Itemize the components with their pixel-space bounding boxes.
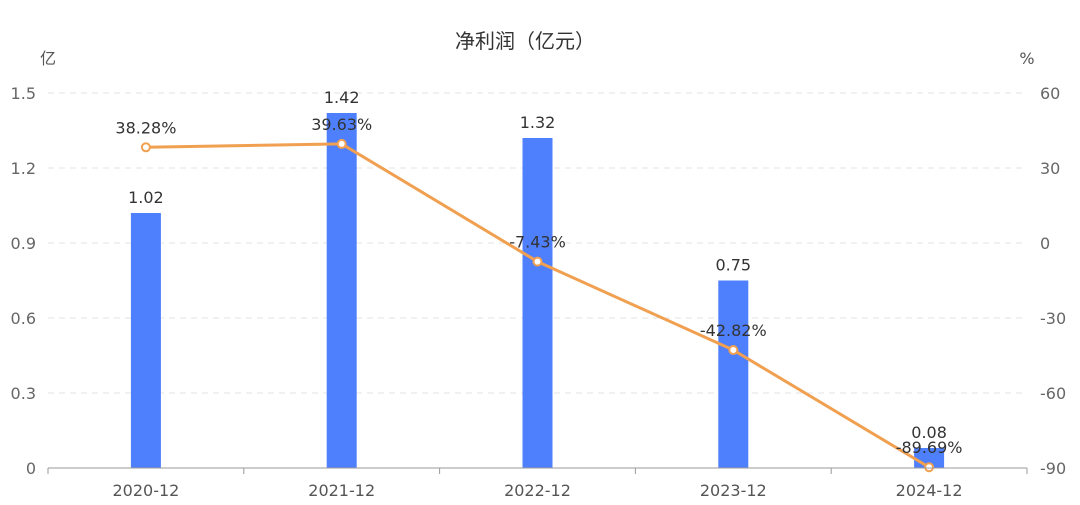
right-tick-label: 30 bbox=[1040, 159, 1060, 178]
right-tick-label: 60 bbox=[1040, 84, 1060, 103]
right-tick-label: 0 bbox=[1040, 234, 1050, 253]
line-value-label: -42.82% bbox=[700, 321, 767, 340]
left-tick-label: 1.2 bbox=[11, 159, 36, 178]
line-point bbox=[140, 142, 151, 153]
x-axis: 2020-12 2021-12 2022-12 2023-12 2024-12 bbox=[47, 467, 1028, 500]
left-axis-ticks: 0 0.3 0.6 0.9 1.2 1.5 bbox=[11, 84, 36, 478]
bar-value-label: 0.75 bbox=[715, 256, 751, 275]
right-axis-unit: % bbox=[1019, 49, 1034, 68]
line-point bbox=[924, 462, 935, 473]
bar bbox=[130, 213, 161, 468]
left-axis-unit: 亿 bbox=[40, 49, 56, 68]
x-tick-label: 2023-12 bbox=[700, 481, 767, 500]
bar-value-label: 0.08 bbox=[911, 423, 947, 442]
left-tick-label: 1.5 bbox=[11, 84, 36, 103]
line-point bbox=[728, 345, 739, 356]
bar bbox=[522, 138, 553, 468]
x-tick-label: 2020-12 bbox=[112, 481, 179, 500]
left-tick-label: 0 bbox=[26, 459, 36, 478]
bar-value-label: 1.42 bbox=[324, 88, 360, 107]
x-tick-label: 2024-12 bbox=[896, 481, 963, 500]
line-series: 38.28% 39.63% -7.43% -42.82% -89.69% bbox=[115, 115, 963, 473]
right-tick-label: -90 bbox=[1040, 459, 1066, 478]
left-tick-label: 0.3 bbox=[11, 384, 36, 403]
right-tick-label: -30 bbox=[1040, 309, 1066, 328]
bar bbox=[326, 113, 357, 468]
x-tick-label: 2021-12 bbox=[308, 481, 375, 500]
line-point bbox=[532, 256, 543, 267]
line-point bbox=[336, 138, 347, 149]
left-tick-label: 0.9 bbox=[11, 234, 36, 253]
line-value-label: 39.63% bbox=[311, 115, 372, 134]
line-value-label: 38.28% bbox=[115, 118, 176, 137]
chart-title: 净利润（亿元） bbox=[455, 29, 595, 53]
line-value-label: -89.69% bbox=[896, 438, 963, 457]
left-tick-label: 0.6 bbox=[11, 309, 36, 328]
right-tick-label: -60 bbox=[1040, 384, 1066, 403]
right-axis-ticks: -90 -60 -30 0 30 60 bbox=[1040, 84, 1066, 478]
x-tick-label: 2022-12 bbox=[504, 481, 571, 500]
line-value-label: -7.43% bbox=[509, 233, 566, 252]
bar-series: 1.02 1.42 1.32 0.75 0.08 bbox=[128, 88, 947, 468]
bar-value-label: 1.32 bbox=[520, 113, 556, 132]
bar bbox=[718, 280, 749, 468]
bar-value-label: 1.02 bbox=[128, 188, 164, 207]
